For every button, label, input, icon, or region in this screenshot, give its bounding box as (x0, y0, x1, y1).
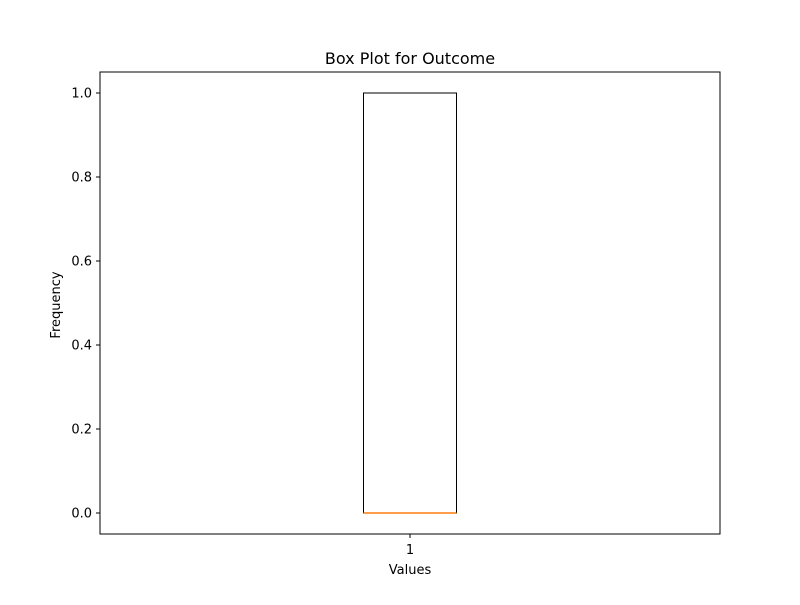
box-body (363, 92, 457, 514)
x-axis: 1 (406, 534, 414, 558)
chart-title: Box Plot for Outcome (325, 49, 495, 68)
y-tick-label: 0.6 (71, 255, 92, 270)
y-tick-label: 0.0 (71, 507, 92, 522)
x-axis-label: Values (389, 563, 432, 578)
y-axis-label: Frequency (49, 271, 64, 338)
box-series (363, 92, 457, 514)
y-axis: 0.0 0.2 0.4 0.6 0.8 1.0 (71, 87, 100, 522)
y-tick-label: 0.2 (71, 423, 92, 438)
x-tick-label: 1 (406, 543, 414, 558)
plot-area-frame (99, 71, 721, 535)
y-tick-label: 0.4 (71, 339, 92, 354)
y-tick-label: 1.0 (71, 87, 92, 102)
y-tick-label: 0.8 (71, 171, 92, 186)
